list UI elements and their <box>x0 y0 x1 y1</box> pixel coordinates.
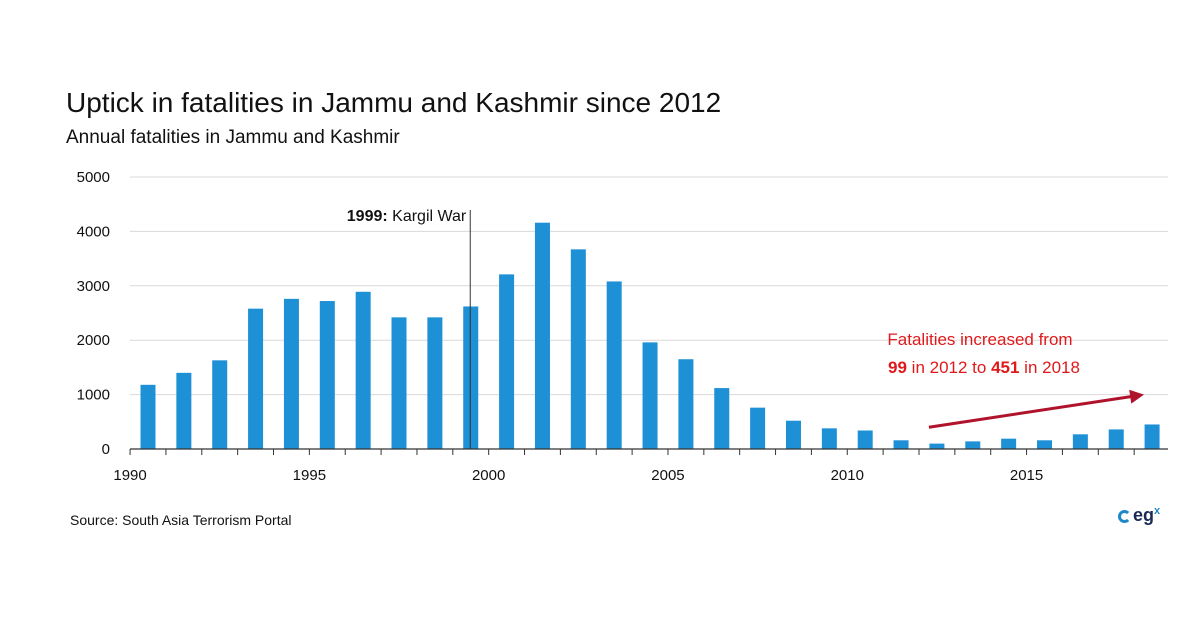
bar-2017 <box>1108 429 1124 449</box>
annotations: 1999: Kargil War Fatalities increased fro… <box>347 208 1145 449</box>
bar-2005 <box>678 359 694 449</box>
x-tick-label: 2010 <box>831 467 864 484</box>
bar-2016 <box>1072 434 1088 449</box>
bar-2009 <box>821 428 837 449</box>
x-tick-label: 1990 <box>113 467 146 484</box>
x-tick-label: 2015 <box>1010 467 1043 484</box>
bar-1997 <box>391 317 407 449</box>
bar-2002 <box>570 249 586 449</box>
logo-mark-icon <box>1118 510 1131 523</box>
bar-1995 <box>319 301 335 449</box>
y-tick-label: 4000 <box>77 223 110 240</box>
bar-2007 <box>750 407 766 449</box>
fatalities-annotation-line2: 99 in 2012 to 451 in 2018 <box>888 358 1080 377</box>
y-axis-ticks: 0 1000 2000 3000 4000 5000 <box>77 169 110 458</box>
kargil-war-label: 1999: Kargil War <box>347 208 467 225</box>
bar-1991 <box>176 372 192 449</box>
logo-sup: x <box>1154 505 1161 517</box>
chart-title: Uptick in fatalities in Jammu and Kashmi… <box>66 87 722 118</box>
y-tick-label: 5000 <box>77 169 110 186</box>
kargil-war-year: 1999: <box>347 208 388 225</box>
bar-2003 <box>606 281 622 449</box>
bar-2014 <box>1001 438 1017 449</box>
x-tick-label: 2000 <box>472 467 505 484</box>
bar-1990 <box>140 384 156 449</box>
brand-logo: egx <box>1118 505 1160 526</box>
trend-arrow-shaft <box>928 394 1135 429</box>
y-tick-label: 3000 <box>77 278 110 295</box>
y-tick-label: 2000 <box>77 332 110 349</box>
x-tick-label: 1995 <box>293 467 326 484</box>
y-tick-label: 1000 <box>77 387 110 404</box>
bar-1993 <box>248 308 264 449</box>
fatalities-annotation-line2-bold-1: 99 <box>888 358 907 377</box>
logo-text: eg <box>1133 505 1155 525</box>
bar-1996 <box>355 291 371 449</box>
fatalities-annotation-line1: Fatalities increased from <box>887 330 1072 349</box>
bar-1992 <box>212 360 228 449</box>
fatalities-annotation-line2-end: in 2018 <box>1019 358 1080 377</box>
bar-1994 <box>283 298 299 449</box>
y-tick-label: 0 <box>102 441 110 458</box>
kargil-war-text: Kargil War <box>388 208 467 225</box>
fatalities-annotation-line2-bold-2: 451 <box>991 358 1019 377</box>
fatalities-annotation-line2-mid: in 2012 to <box>907 358 991 377</box>
bar-2000 <box>499 274 515 449</box>
x-tick-label: 2005 <box>651 467 684 484</box>
bar-2012 <box>929 443 945 449</box>
bar-2018 <box>1144 424 1160 449</box>
bars <box>140 222 1160 449</box>
bar-2006 <box>714 388 730 449</box>
chart-subtitle: Annual fatalities in Jammu and Kashmir <box>66 127 400 148</box>
bar-2013 <box>965 441 981 449</box>
trend-arrow-head-icon <box>1129 389 1145 404</box>
x-axis-ticks: 1990 1995 2000 2005 2010 2015 <box>113 467 1043 484</box>
bar-2011 <box>893 440 909 449</box>
x-axis <box>129 448 1168 455</box>
source-note: Source: South Asia Terrorism Portal <box>70 512 292 528</box>
bar-2015 <box>1037 440 1052 449</box>
bar-2001 <box>534 222 550 449</box>
bar-2010 <box>857 430 873 449</box>
bar-1998 <box>427 317 443 449</box>
bar-2008 <box>785 420 801 449</box>
bar-2004 <box>642 342 658 449</box>
